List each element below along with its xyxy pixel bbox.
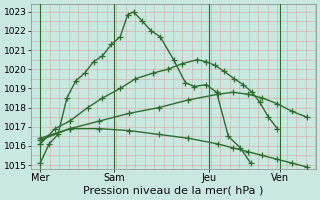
- X-axis label: Pression niveau de la mer( hPa ): Pression niveau de la mer( hPa ): [84, 186, 264, 196]
